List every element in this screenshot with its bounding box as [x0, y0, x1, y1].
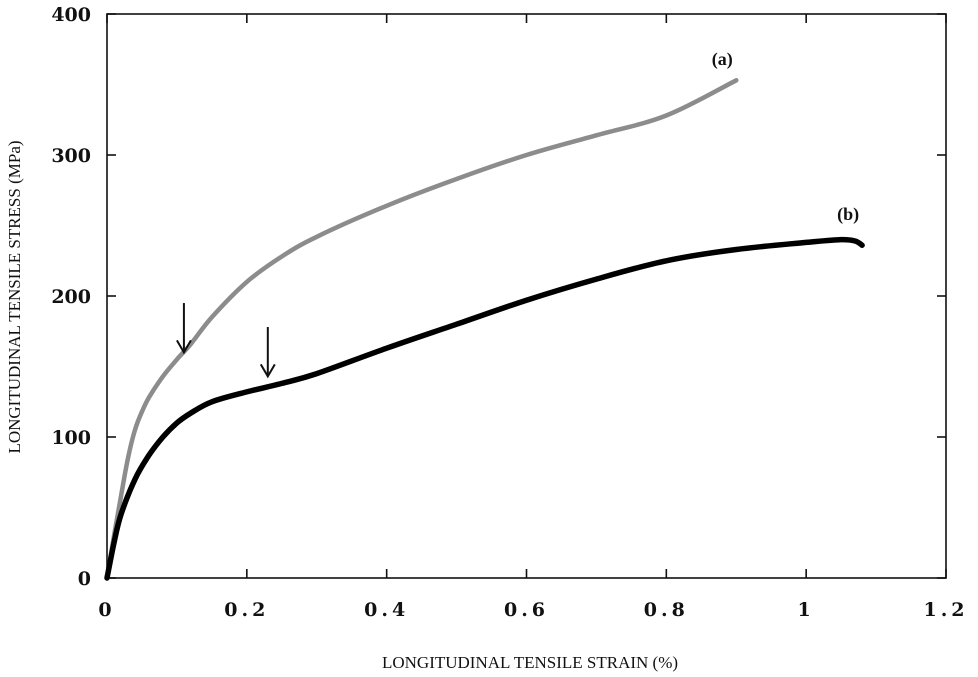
axis-ticks — [106, 13, 947, 579]
down-arrow-icon — [176, 303, 192, 355]
y-axis-title: LONGITUDINAL TENSILE STRESS (MPa) — [5, 140, 24, 453]
y-tick-label: 400 — [51, 4, 91, 26]
series-label-b: (b) — [837, 204, 859, 225]
y-tick-label: 0 — [78, 568, 91, 590]
series-line-b — [104, 236, 865, 581]
x-tick-label: 1 — [798, 599, 815, 621]
x-tick-label: 0.2 — [224, 599, 269, 621]
x-tick-label: 0.4 — [364, 599, 409, 621]
x-tick-label: 1.2 — [923, 599, 968, 621]
x-tick-label: 0.6 — [504, 599, 549, 621]
x-axis-title: LONGITUDINAL TENSILE STRAIN (%) — [382, 653, 678, 672]
y-tick-label: 100 — [51, 427, 91, 449]
y-tick-label: 300 — [51, 145, 91, 167]
down-arrow-icon — [259, 327, 276, 379]
series-label-a: (a) — [712, 49, 733, 70]
annotation-arrows — [176, 303, 276, 379]
y-tick-label: 200 — [51, 286, 91, 308]
x-tick-label: 0 — [98, 599, 115, 621]
series-line-a — [104, 78, 739, 581]
series-lines — [104, 78, 865, 581]
x-tick-label: 0.8 — [644, 599, 689, 621]
tick-labels: 0 0.2 0.4 0.6 0.8 1 1.2 0 100 200 300 400 (a) (b) — [51, 4, 968, 621]
